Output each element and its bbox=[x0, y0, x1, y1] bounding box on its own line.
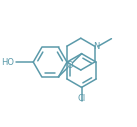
Text: N: N bbox=[93, 42, 100, 51]
Text: HO: HO bbox=[2, 58, 15, 67]
Text: Cl: Cl bbox=[77, 94, 86, 103]
Text: O: O bbox=[67, 61, 73, 70]
